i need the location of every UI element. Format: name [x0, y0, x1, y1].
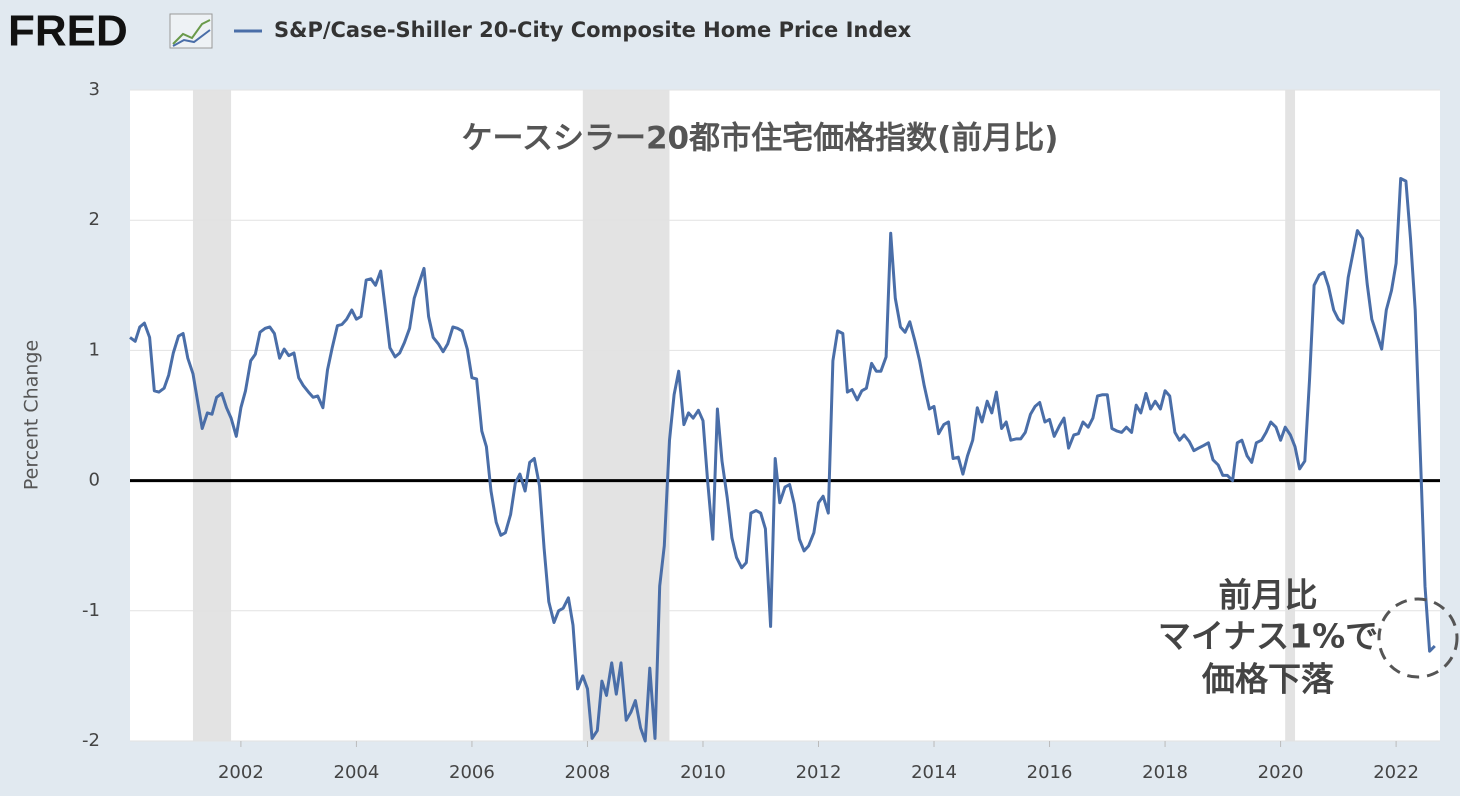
y-axis-label: Percent Change [21, 340, 43, 490]
x-tick-label: 2020 [1258, 762, 1304, 783]
annotation-title: ケースシラー20都市住宅価格指数(前月比) [462, 121, 1059, 157]
x-tick-label: 2014 [911, 762, 957, 783]
logo: FRED [8, 7, 128, 56]
line-series [129, 177, 1436, 743]
y-tick-label: -1 [82, 600, 100, 621]
annotation: 前月比 [1219, 576, 1318, 615]
x-tick-label: 2004 [334, 762, 380, 783]
plot-area [130, 90, 1440, 741]
x-tick-label: 2012 [796, 762, 842, 783]
y-tick-label: 2 [89, 209, 100, 230]
x-tick-label: 2010 [680, 762, 726, 783]
x-tick-label: 2008 [565, 762, 611, 783]
x-tick-label: 2018 [1142, 762, 1188, 783]
logo-icon [169, 13, 213, 49]
highlight-circle [1377, 597, 1459, 679]
y-tick-label: 3 [89, 79, 100, 100]
annotation: 価格下落 [1201, 660, 1335, 699]
y-tick-label: 1 [89, 339, 100, 360]
x-tick-label: 2022 [1373, 762, 1419, 783]
recession-band [582, 90, 670, 741]
annotation: マイナス1%で [1158, 617, 1378, 656]
x-tick-label: 2002 [218, 762, 264, 783]
x-tick-label: 2006 [449, 762, 495, 783]
legend-label: S&P/Case-Shiller 20-City Composite Home … [274, 18, 912, 42]
y-tick-label: -2 [82, 730, 100, 751]
y-tick-label: 0 [89, 470, 100, 491]
x-tick-label: 2016 [1027, 762, 1073, 783]
recession-band [1285, 90, 1296, 741]
